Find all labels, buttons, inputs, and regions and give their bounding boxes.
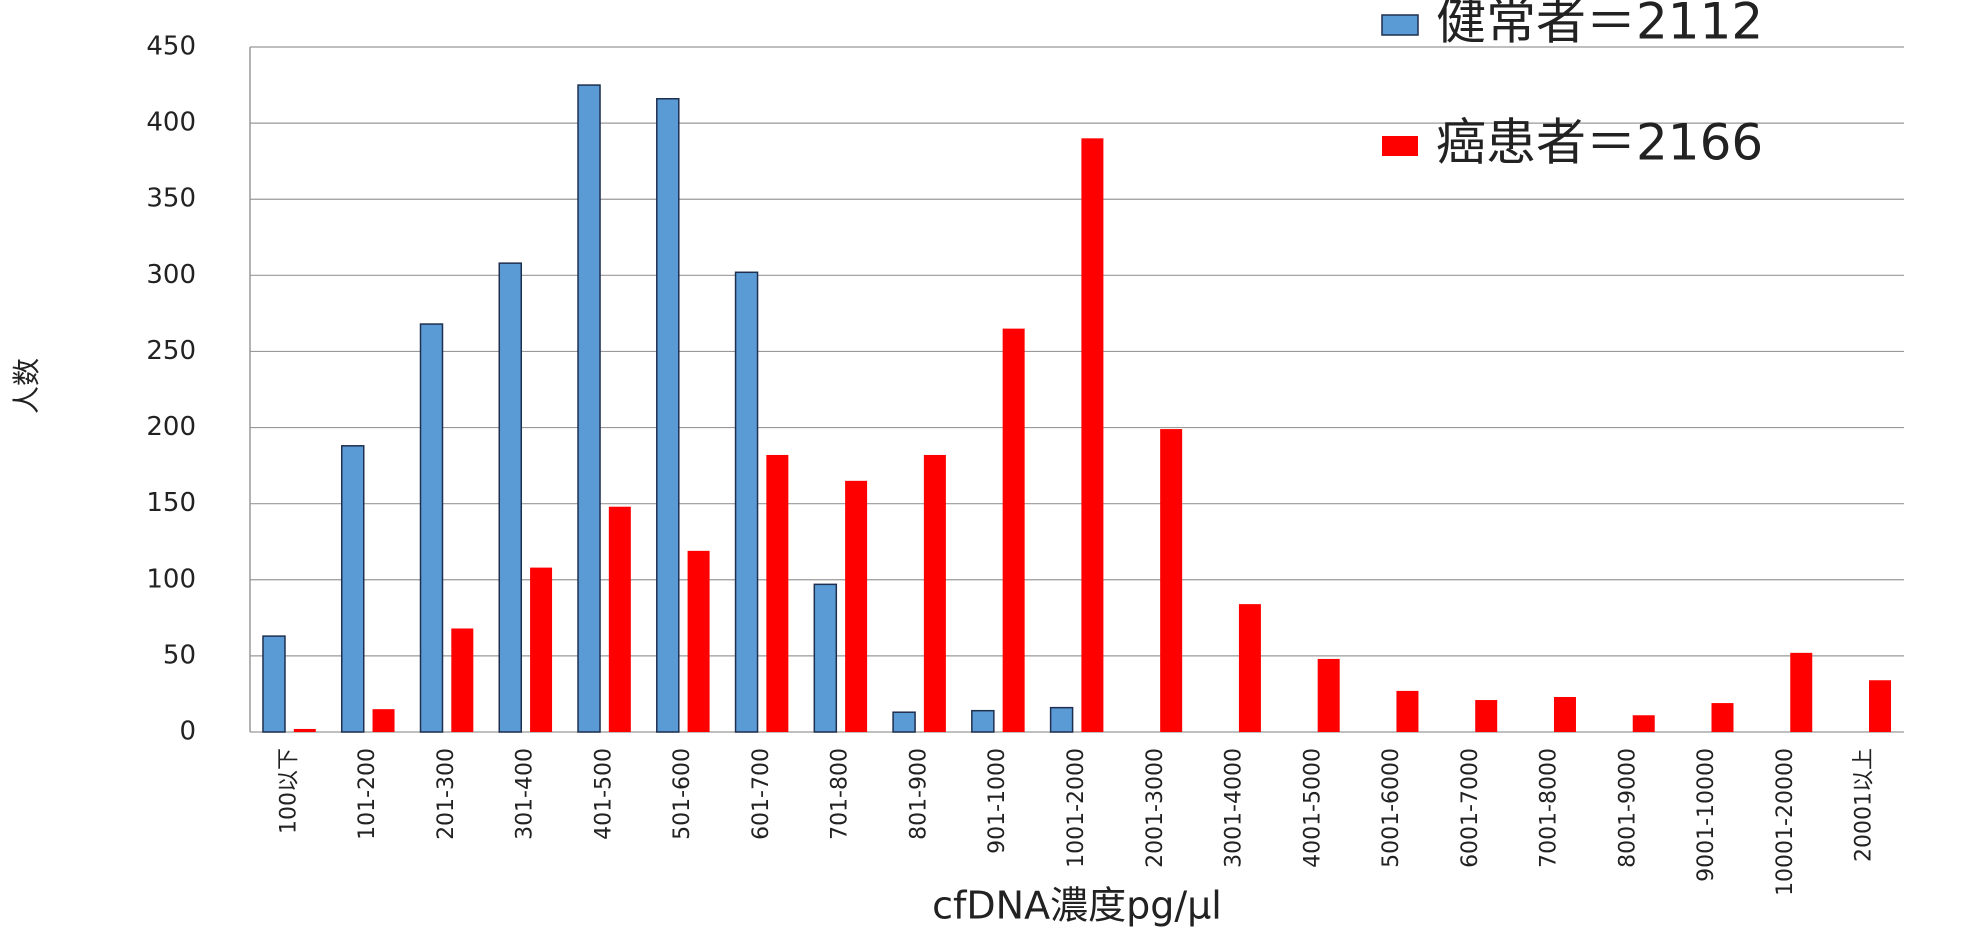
bar — [1553, 696, 1576, 732]
x-tick-label: 801-900 — [906, 748, 931, 840]
bar — [1475, 700, 1498, 732]
bar — [734, 271, 759, 733]
bar — [419, 323, 444, 733]
x-tick-label: 601-700 — [749, 748, 774, 840]
y-tick-label: 0 — [179, 717, 196, 747]
y-tick-label: 200 — [146, 412, 196, 442]
bar — [1632, 715, 1655, 732]
bar — [262, 635, 286, 733]
bar — [577, 84, 601, 733]
bar — [1869, 680, 1892, 732]
bar — [1711, 703, 1734, 732]
y-tick-label: 250 — [146, 336, 196, 366]
x-tick-label: 100以下 — [276, 748, 301, 834]
bar — [1317, 658, 1340, 732]
x-tick-label: 6001-7000 — [1458, 748, 1483, 868]
bar — [498, 262, 523, 733]
y-tick-label: 50 — [163, 640, 196, 670]
x-tick-label: 3001-4000 — [1222, 748, 1247, 868]
y-tick-label: 350 — [146, 184, 196, 214]
legend-label: 健常者＝2112 — [1436, 0, 1763, 51]
x-tick-label: 301-400 — [513, 748, 538, 840]
x-tick-label: 8001-9000 — [1615, 748, 1640, 868]
y-tick-label: 400 — [146, 108, 196, 138]
bar — [892, 711, 916, 733]
x-tick-label: 701-800 — [828, 748, 853, 840]
y-tick-label: 300 — [146, 260, 196, 290]
bar — [1081, 138, 1104, 733]
x-tick-label: 9001-10000 — [1694, 748, 1719, 882]
bar — [656, 98, 680, 733]
legend-swatch — [1381, 14, 1419, 36]
x-tick-label: 901-1000 — [985, 748, 1010, 854]
bar — [971, 709, 995, 733]
x-tick-label: 501-600 — [670, 748, 695, 840]
bar — [813, 583, 838, 733]
bar — [293, 728, 316, 732]
x-tick-label: 101-200 — [355, 748, 380, 840]
x-tick-label: 20001以上 — [1852, 748, 1877, 862]
bar — [451, 628, 474, 732]
x-tick-label: 10001-20000 — [1773, 748, 1798, 896]
y-axis-title: 人数 — [10, 358, 43, 414]
x-tick-label: 7001-8000 — [1537, 748, 1562, 868]
y-tick-label: 450 — [146, 32, 196, 62]
y-tick-label: 150 — [146, 488, 196, 518]
y-tick-label: 100 — [146, 564, 196, 594]
bar — [1049, 706, 1074, 733]
x-tick-label: 201-300 — [434, 748, 459, 840]
bar — [845, 480, 868, 732]
x-axis-title: cfDNA濃度pg/μl — [932, 884, 1222, 928]
x-tick-label: 4001-5000 — [1300, 748, 1325, 868]
bar — [1790, 652, 1813, 732]
bar — [1396, 690, 1419, 732]
x-tick-label: 2001-3000 — [1143, 748, 1168, 868]
legend-swatch — [1382, 136, 1418, 156]
bar — [766, 454, 789, 732]
bar — [608, 506, 631, 732]
legend-label: 癌患者＝2166 — [1436, 114, 1763, 172]
bar — [530, 567, 553, 732]
x-tick-label: 1001-2000 — [1064, 748, 1089, 868]
bar — [1160, 429, 1183, 732]
bar — [340, 445, 365, 733]
x-tick-label: 5001-6000 — [1379, 748, 1404, 868]
bar — [1002, 328, 1025, 732]
bar — [1238, 604, 1261, 732]
x-tick-label: 401-500 — [591, 748, 616, 840]
bar — [687, 550, 710, 732]
bar — [923, 454, 946, 732]
bar — [372, 709, 395, 732]
